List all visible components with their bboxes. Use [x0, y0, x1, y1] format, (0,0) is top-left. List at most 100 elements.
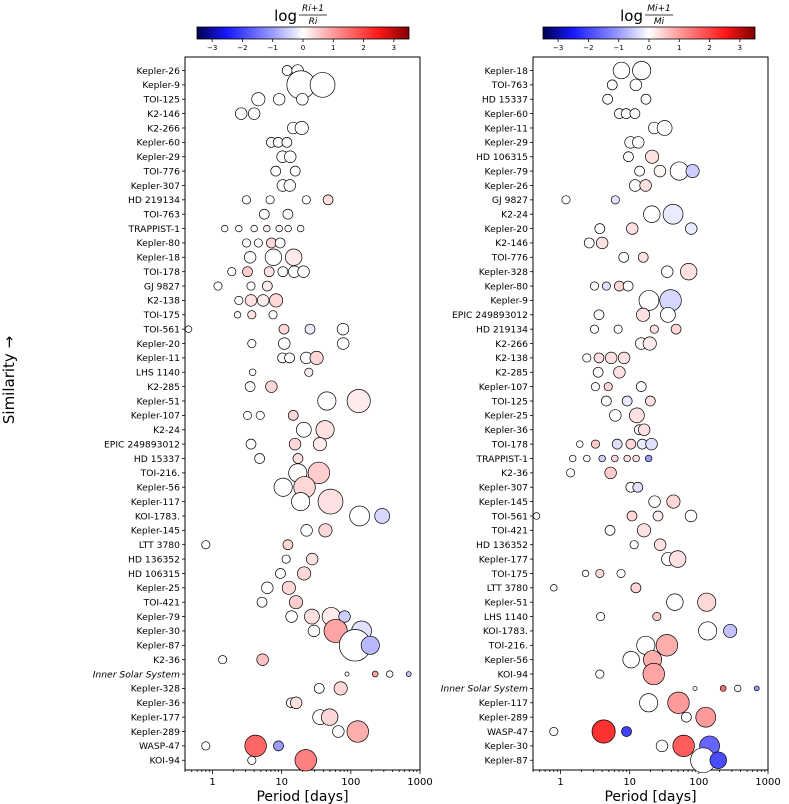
- planet-marker: [610, 195, 620, 205]
- planet-marker: [264, 248, 283, 266]
- planet-marker: [235, 107, 248, 120]
- system-row: Kepler-11: [137, 350, 324, 365]
- system-label: TOI-216.: [488, 641, 528, 652]
- planet-marker: [590, 281, 600, 291]
- system-label: TRAPPIST-1: [128, 224, 180, 235]
- system-label: Kepler-87: [485, 756, 529, 767]
- colorbar-tick-label: 2: [361, 44, 365, 52]
- planet-marker: [307, 624, 321, 638]
- planet-marker: [282, 539, 294, 551]
- planet-marker: [645, 437, 658, 451]
- planet-marker: [285, 610, 298, 623]
- system-row: Kepler-56: [485, 650, 663, 670]
- colorbar-title: log Mi+1 Mi: [620, 4, 673, 27]
- system-row: LHS 1140: [136, 368, 314, 379]
- system-row: Kepler-25: [485, 407, 645, 424]
- planet-marker: [263, 224, 271, 233]
- x-tick-label: 1: [557, 777, 563, 788]
- colorbar-tick-label: 0: [647, 44, 651, 52]
- system-label: Kepler-29: [137, 152, 181, 163]
- planet-marker: [643, 205, 661, 223]
- system-label: Kepler-11: [485, 123, 528, 134]
- system-row: Kepler-307: [479, 481, 644, 494]
- planet-marker: [593, 309, 605, 321]
- planet-marker: [598, 454, 606, 463]
- planet-marker: [338, 610, 351, 623]
- system-label: K2-266: [495, 339, 528, 350]
- planet-marker: [591, 719, 616, 744]
- planet-marker: [734, 684, 742, 693]
- planet-marker: [288, 595, 303, 610]
- planet-marker: [281, 580, 296, 595]
- colorbar-title-numerator: Mi+1: [647, 4, 671, 14]
- planet-marker: [265, 195, 275, 205]
- planet-marker: [622, 651, 640, 669]
- planet-marker: [645, 395, 656, 407]
- system-row: WASP-47: [139, 734, 284, 758]
- planet-marker: [621, 726, 632, 737]
- x-axis-label: Period [days]: [256, 789, 348, 804]
- system-row: TOI-776: [143, 165, 301, 177]
- planet-marker: [317, 488, 344, 515]
- planet-marker: [609, 409, 622, 422]
- system-row: Kepler-18: [485, 61, 652, 80]
- system-label: HD 15337: [134, 454, 180, 465]
- planet-marker: [244, 734, 267, 758]
- colorbar-tick-label: −1: [614, 44, 624, 52]
- planet-marker: [307, 461, 331, 484]
- planet-marker: [374, 508, 391, 524]
- system-label: Kepler-60: [137, 138, 181, 149]
- planet-marker: [582, 353, 592, 363]
- planet-marker: [645, 149, 660, 164]
- planet-marker: [603, 382, 613, 392]
- planet-marker: [247, 339, 257, 349]
- system-row: Kepler-177: [479, 550, 687, 568]
- planet-marker: [333, 681, 348, 696]
- system-label: Inner Solar System: [93, 669, 180, 680]
- planet-marker: [638, 423, 651, 436]
- system-label: K2-24: [153, 425, 180, 436]
- system-label: Kepler-80: [485, 281, 529, 292]
- system-label: Kepler-20: [485, 224, 529, 235]
- right-panel: −3 −2 −1 0 1 2 3 log Mi+1 Mi 1 10 100 1000 Period [day…: [441, 4, 781, 804]
- system-label: K2-24: [501, 210, 528, 221]
- colorbar-tick-label: 0: [301, 44, 305, 52]
- system-label: Kepler-289: [131, 727, 180, 738]
- system-label: K2-266: [147, 123, 180, 134]
- system-row: Inner Solar System: [441, 684, 760, 695]
- system-row: TOI-175: [143, 310, 278, 321]
- planet-marker: [251, 92, 266, 107]
- colorbar-tick-label: 3: [392, 44, 396, 52]
- system-label: TOI-776: [143, 166, 181, 177]
- system-row: Kepler-117: [479, 691, 690, 714]
- system-row: Kepler-80: [137, 237, 286, 249]
- system-label: Kepler-177: [131, 712, 180, 723]
- system-label: LTT 3780: [487, 583, 528, 594]
- planet-marker: [213, 281, 223, 291]
- system-row: HD 15337: [482, 93, 652, 106]
- system-label: Kepler-289: [479, 712, 528, 723]
- system-label: Kepler-60: [485, 109, 529, 120]
- planet-marker: [256, 596, 268, 608]
- planet-marker: [269, 293, 284, 308]
- planet-marker: [346, 720, 369, 743]
- colorbar-title-log: log: [620, 7, 643, 25]
- planet-marker: [294, 120, 309, 135]
- planet-marker: [349, 505, 370, 527]
- planet-marker: [258, 208, 270, 220]
- system-label: Kepler-18: [137, 253, 181, 264]
- planet-marker: [386, 670, 394, 678]
- planet-marker: [278, 323, 290, 335]
- planet-marker: [312, 437, 327, 452]
- colorbar-title-denominator: Mi: [654, 17, 665, 27]
- system-row: Kepler-289: [131, 720, 369, 743]
- left-panel: −3 −2 −1 0 1 2 3 log Ri+1 Ri 1 10 100 1000 Period [day…: [93, 4, 433, 804]
- system-label: K2-36: [501, 468, 528, 479]
- x-tick-label: 100: [341, 777, 360, 788]
- system-row: Kepler-9: [490, 289, 682, 312]
- system-row: HD 106315: [128, 566, 312, 581]
- system-row: GJ 9827: [492, 195, 620, 206]
- system-label: TOI-763: [491, 80, 529, 91]
- x-axis-label: Period [days]: [604, 789, 696, 804]
- system-label: TOI-125: [491, 396, 529, 407]
